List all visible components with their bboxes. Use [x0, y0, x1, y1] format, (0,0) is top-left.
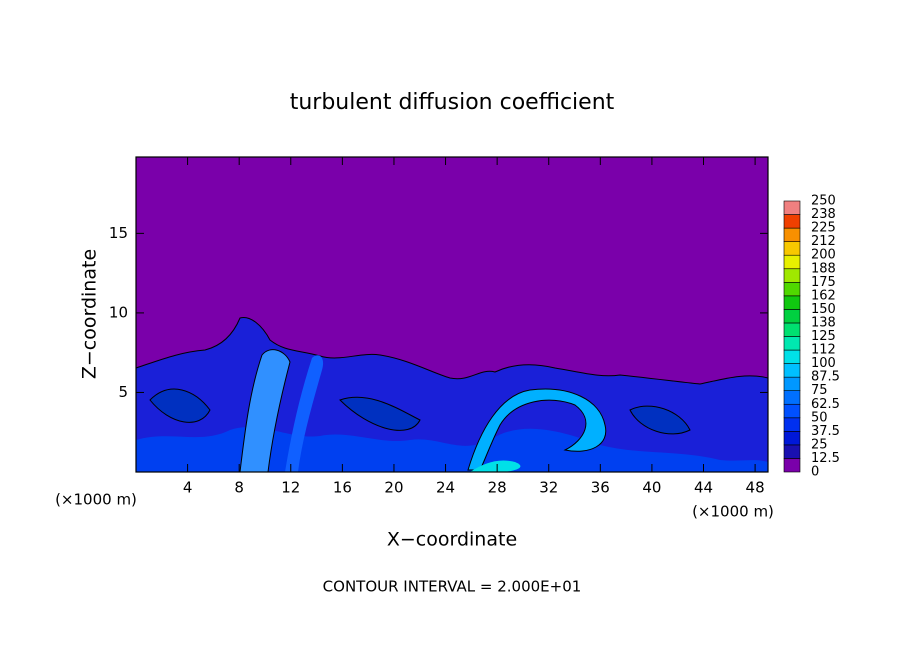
- field: [135, 157, 769, 473]
- y-tick-label: 15: [109, 224, 128, 242]
- colorbar-segment: [783, 336, 801, 351]
- field-region: [467, 388, 607, 471]
- colorbar-segment: [783, 363, 801, 378]
- colorbar-label: 12.5: [811, 451, 840, 466]
- colorbar-segment: [783, 376, 801, 391]
- y-axis-label: Z−coordinate: [79, 249, 101, 379]
- colorbar-label: 188: [811, 261, 836, 276]
- colorbar-segment: [783, 458, 801, 473]
- colorbar-segment: [783, 444, 801, 459]
- colorbar-label: 175: [811, 275, 836, 290]
- colorbar-segment: [783, 309, 801, 324]
- colorbar-label: 62.5: [811, 397, 840, 412]
- y-tick-label: 5: [118, 383, 128, 401]
- colorbar-segment: [783, 417, 801, 432]
- colorbar-label: 238: [811, 207, 836, 222]
- colorbar-label: 75: [811, 383, 828, 398]
- colorbar-label: 138: [811, 315, 836, 330]
- colorbar-label: 250: [811, 194, 836, 209]
- colorbar-label: 162: [811, 288, 836, 303]
- colorbar-label: 25: [811, 437, 828, 452]
- colorbar-segment: [783, 295, 801, 310]
- colorbar-segment: [783, 349, 801, 364]
- x-tick-label: 48: [746, 479, 765, 497]
- x-tick-label: 12: [281, 479, 300, 497]
- colorbar-segment: [783, 403, 801, 419]
- field-region: [285, 355, 324, 472]
- x-axis-label: X−coordinate: [387, 529, 517, 551]
- x-tick-label: 40: [642, 479, 661, 497]
- colorbar-label: 112: [811, 343, 836, 358]
- footer-note: CONTOUR INTERVAL = 2.000E+01: [323, 578, 582, 596]
- colorbar-label: 100: [811, 356, 836, 371]
- x-units-label: (×1000 m): [55, 491, 137, 509]
- colorbar-label: 212: [811, 234, 836, 249]
- x-tick-label: 32: [539, 479, 558, 497]
- chart-title: turbulent diffusion coefficient: [290, 90, 615, 115]
- colorbar-label: 200: [811, 248, 836, 263]
- x-units-label: (×1000 m): [692, 503, 774, 521]
- x-tick-label: 36: [591, 479, 610, 497]
- colorbar-label: 150: [811, 302, 836, 317]
- field-region: [470, 460, 521, 472]
- colorbar-segment: [783, 431, 801, 446]
- field-region: [239, 349, 291, 473]
- colorbar-segment: [783, 214, 801, 229]
- colorbar-segment: [783, 281, 801, 297]
- colorbar-segment: [783, 322, 801, 337]
- colorbar-label: 125: [811, 329, 836, 344]
- x-tick-label: 44: [694, 479, 713, 497]
- colorbar-segment: [783, 268, 801, 283]
- colorbar-segment: [783, 254, 801, 270]
- colorbar-label: 50: [811, 410, 828, 425]
- x-tick-label: 28: [488, 479, 507, 497]
- colorbar-label: 225: [811, 221, 836, 236]
- plot-frame: [135, 156, 769, 473]
- colorbar-label: 87.5: [811, 370, 840, 385]
- y-tick-label: 10: [109, 303, 128, 321]
- colorbar-segment: [783, 241, 801, 256]
- x-tick-label: 4: [183, 479, 193, 497]
- colorbar-segment: [783, 390, 801, 405]
- x-tick-label: 16: [333, 479, 352, 497]
- x-tick-label: 24: [436, 479, 455, 497]
- colorbar-segment: [783, 227, 801, 242]
- colorbar-label: 37.5: [811, 424, 840, 439]
- x-tick-label: 8: [234, 479, 244, 497]
- colorbar-label: 0: [811, 465, 819, 480]
- colorbar-segment: [783, 200, 801, 215]
- field-region: [149, 388, 691, 435]
- x-tick-label: 20: [384, 479, 403, 497]
